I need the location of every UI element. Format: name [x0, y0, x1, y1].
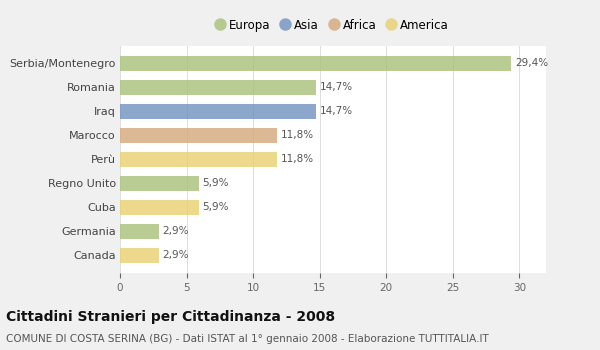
Bar	[120, 248, 158, 262]
Bar	[120, 80, 316, 95]
Text: 14,7%: 14,7%	[320, 106, 353, 116]
Bar	[120, 200, 199, 215]
Bar	[120, 128, 277, 143]
Text: 29,4%: 29,4%	[515, 58, 548, 68]
Bar	[120, 152, 277, 167]
Text: 2,9%: 2,9%	[163, 250, 189, 260]
Bar	[120, 104, 316, 119]
Text: 11,8%: 11,8%	[281, 154, 314, 164]
Text: 2,9%: 2,9%	[163, 226, 189, 236]
Text: Cittadini Stranieri per Cittadinanza - 2008: Cittadini Stranieri per Cittadinanza - 2…	[6, 310, 335, 324]
Text: 11,8%: 11,8%	[281, 130, 314, 140]
Text: COMUNE DI COSTA SERINA (BG) - Dati ISTAT al 1° gennaio 2008 - Elaborazione TUTTI: COMUNE DI COSTA SERINA (BG) - Dati ISTAT…	[6, 334, 489, 344]
Bar	[120, 176, 199, 191]
Bar	[120, 56, 511, 71]
Text: 5,9%: 5,9%	[203, 202, 229, 212]
Bar	[120, 224, 158, 239]
Legend: Europa, Asia, Africa, America: Europa, Asia, Africa, America	[214, 15, 452, 35]
Text: 14,7%: 14,7%	[320, 82, 353, 92]
Text: 5,9%: 5,9%	[203, 178, 229, 188]
